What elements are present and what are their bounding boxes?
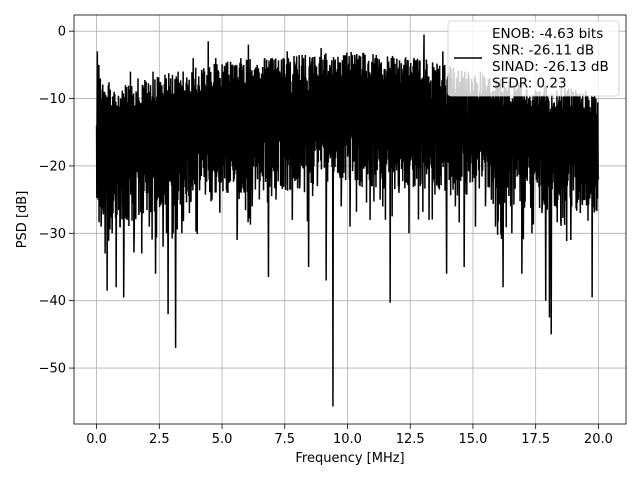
y-tick-label: −30 — [39, 227, 66, 242]
psd-series-line — [95, 34, 600, 407]
y-tick-label: −10 — [39, 92, 66, 107]
legend-entry-line: ENOB: -4.63 bits — [492, 26, 603, 42]
x-tick-label: 10.0 — [333, 432, 362, 447]
x-tick-label: 20.0 — [584, 432, 613, 447]
x-tick-label: 2.5 — [149, 432, 170, 447]
y-tick-label: −20 — [39, 159, 66, 174]
x-tick-label: 17.5 — [521, 432, 550, 447]
x-axis-label: Frequency [MHz] — [295, 451, 404, 466]
ticks: 0.0 2.5 5.0 7.5 10.0 12.5 15.0 17.5 20.0 0 −10 −20 −… — [39, 25, 613, 447]
legend-entry-line: SFDR: 0.23 — [492, 76, 567, 92]
axes-frame — [73, 14, 627, 425]
x-tick-label: 5.0 — [212, 432, 233, 447]
x-tick-label: 0.0 — [86, 432, 107, 447]
x-tick-label: 7.5 — [274, 432, 295, 447]
legend-box — [447, 20, 620, 97]
legend-entry-line: SNR: -26.11 dB — [492, 43, 594, 59]
x-tick-label: 12.5 — [396, 432, 425, 447]
plot-area — [95, 34, 600, 407]
axes — [73, 14, 627, 425]
y-axis-label: PSD [dB] — [15, 191, 30, 249]
y-tick-label: −50 — [39, 362, 66, 377]
legend-entry-line: SINAD: -26.13 dB — [492, 59, 609, 75]
y-tick-label: −40 — [39, 294, 66, 309]
x-tick-label: 15.0 — [458, 432, 487, 447]
y-tick-label: 0 — [58, 25, 66, 40]
